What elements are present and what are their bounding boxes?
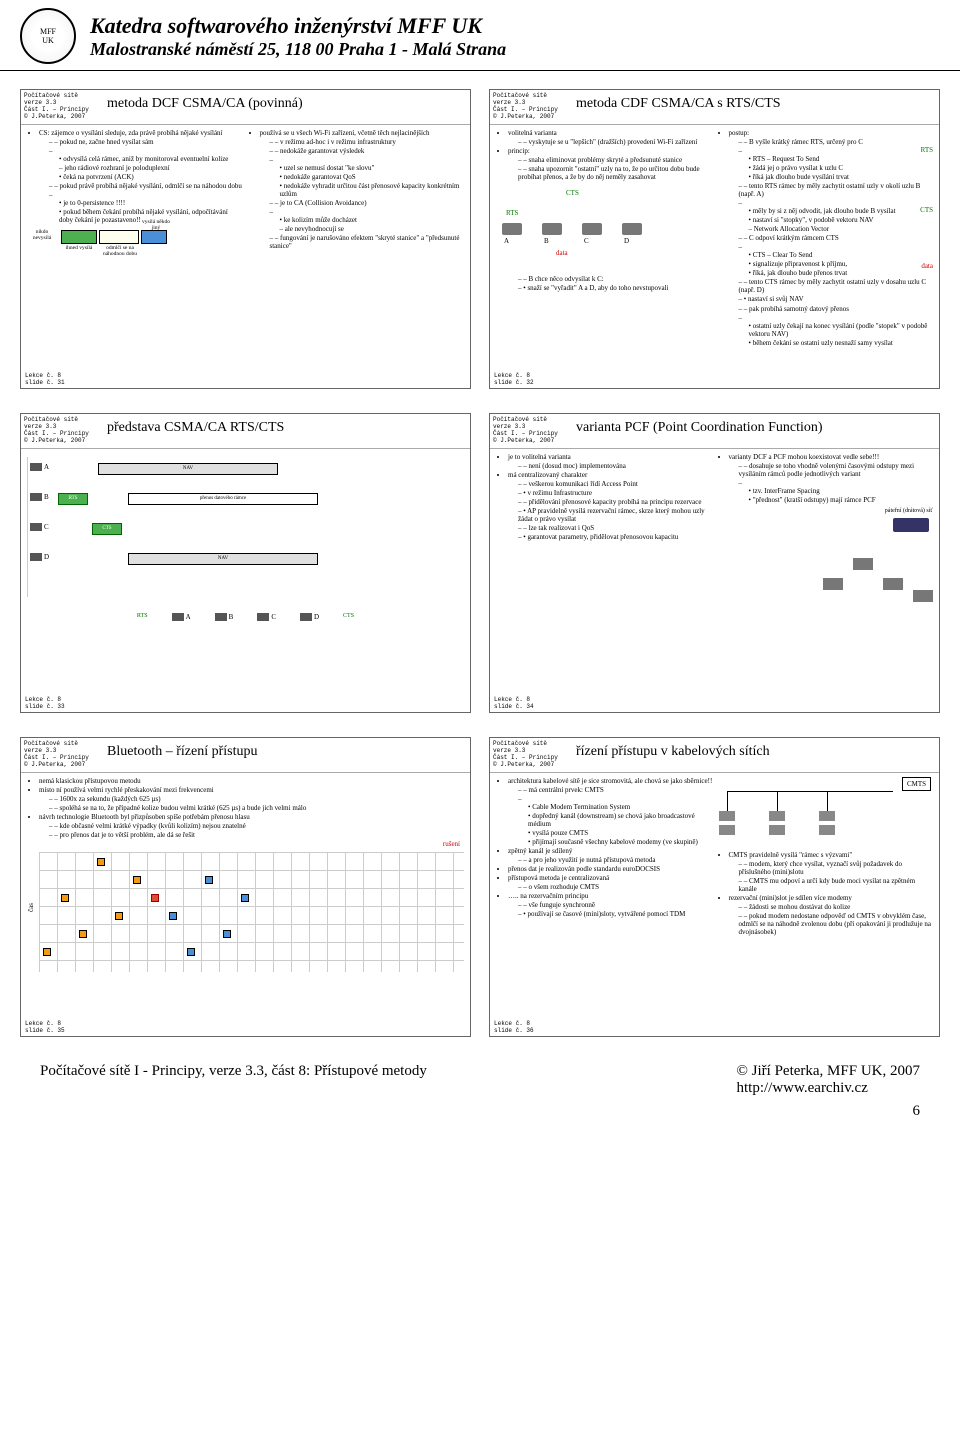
right-col: používá se u všech Wi-Fi zařízení, včetn… (248, 129, 465, 366)
dcf-timeline: nikdo nevysílá ihned vysílá odmlčí se na… (27, 230, 244, 270)
slide-34: Počítačové sítě verze 3.3 Část I. – Prin… (489, 413, 940, 713)
slide-36: Počítačové sítě verze 3.3 Část I. – Prin… (489, 737, 940, 1037)
page-footer: Počítačové sítě I - Principy, verze 3.3,… (0, 1047, 960, 1103)
cmts-tree-icon: CMTS (717, 777, 934, 847)
slide-grid: Počítačové sítě verze 3.3 Část I. – Prin… (0, 71, 960, 1047)
slide-meta: Počítačové sítě verze 3.3 Část I. – Prin… (21, 90, 103, 124)
rtscts-net: CTS RTS A B C D data (496, 191, 713, 275)
tl-send (61, 230, 97, 244)
slide-31: Počítačové sítě verze 3.3 Část I. – Prin… (20, 89, 471, 389)
footer-right: © Jiří Peterka, MFF UK, 2007 http://www.… (737, 1063, 920, 1097)
footer-left: Počítačové sítě I - Principy, verze 3.3,… (40, 1063, 427, 1097)
page-subtitle: Malostranské náměstí 25, 118 00 Praha 1 … (90, 39, 506, 60)
slide-foot: Lekce č. 8 slide č. 31 (21, 370, 470, 388)
freq-hopping-grid: rušení (39, 852, 464, 972)
page-header: MFFUK Katedra softwarového inženýrství M… (0, 0, 960, 71)
pcf-network-icon (717, 518, 934, 608)
bottom-stations: RTS A B C D CTS (27, 613, 464, 621)
page-number: 6 (0, 1103, 960, 1134)
page-title: Katedra softwarového inženýrství MFF UK (90, 13, 506, 39)
tl-other (141, 230, 167, 244)
rtscts-lanes: A B C D NAV RTS přenos datového rámce CT… (27, 457, 464, 597)
slide-32: Počítačové sítě verze 3.3 Část I. – Prin… (489, 89, 940, 389)
slide-33: Počítačové sítě verze 3.3 Část I. – Prin… (20, 413, 471, 713)
slide-title: metoda DCF CSMA/CA (povinná) (103, 90, 470, 116)
left-col: CS: zájemce o vysílání sleduje, zda práv… (27, 129, 244, 366)
slide-35: Počítačové sítě verze 3.3 Část I. – Prin… (20, 737, 471, 1037)
tl-backoff (99, 230, 139, 244)
faculty-seal-icon: MFFUK (20, 8, 76, 64)
